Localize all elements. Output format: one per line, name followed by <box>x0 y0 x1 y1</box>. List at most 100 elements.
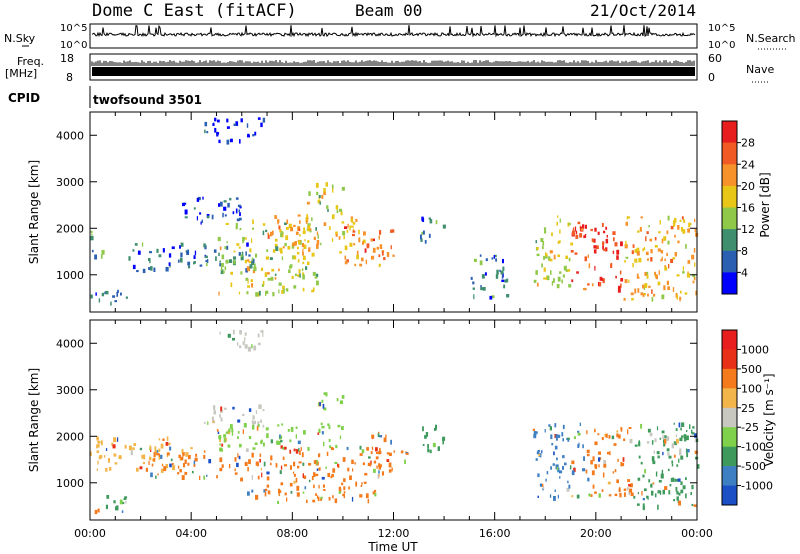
echo-cell <box>296 485 300 491</box>
echo-cell <box>491 257 494 260</box>
echo-cell <box>609 451 611 456</box>
echo-cell <box>287 245 291 250</box>
echo-cell <box>370 460 372 465</box>
echo-cell <box>552 463 555 466</box>
echo-cell <box>195 453 198 457</box>
echo-cell <box>305 220 308 224</box>
echo-cell <box>247 467 249 472</box>
echo-cell <box>262 409 265 412</box>
echo-cell <box>242 341 245 345</box>
echo-cell <box>220 263 224 268</box>
echo-cell <box>228 463 231 469</box>
echo-cell <box>110 301 112 306</box>
cpid-label: CPID <box>8 91 40 105</box>
echo-cell <box>640 461 643 465</box>
echo-cell <box>352 221 356 225</box>
echo-cell <box>302 255 306 260</box>
echo-cell <box>332 447 335 451</box>
velocity-echo-layer <box>90 329 700 515</box>
echo-cell <box>603 230 606 234</box>
echo-cell <box>315 273 319 278</box>
echo-cell <box>624 260 626 263</box>
echo-cell <box>105 448 108 451</box>
echo-cell <box>594 491 597 494</box>
echo-cell <box>338 236 341 240</box>
echo-cell <box>156 248 159 253</box>
echo-cell <box>281 256 284 261</box>
echo-cell <box>283 464 288 467</box>
echo-cell <box>298 447 300 452</box>
echo-cell <box>442 224 446 229</box>
echo-cell <box>502 258 504 264</box>
echo-cell <box>295 426 298 429</box>
echo-cell <box>646 274 649 279</box>
echo-cell <box>494 254 497 258</box>
echo-cell <box>284 492 287 496</box>
echo-cell <box>274 277 277 280</box>
echo-cell <box>668 455 672 459</box>
echo-cell <box>614 469 617 473</box>
y-tick-label: 4000 <box>56 337 84 350</box>
echo-cell <box>676 294 679 300</box>
echo-cell <box>346 259 349 263</box>
echo-cell <box>390 245 392 250</box>
echo-cell <box>100 254 103 259</box>
echo-cell <box>590 494 593 497</box>
echo-cell <box>150 266 153 271</box>
echo-cell <box>537 495 539 498</box>
echo-cell <box>284 446 287 450</box>
echo-cell <box>158 448 161 452</box>
echo-cell <box>629 488 633 493</box>
y-tick-label: 1000 <box>56 269 84 282</box>
echo-cell <box>481 274 485 279</box>
echo-cell <box>584 256 588 262</box>
echo-cell <box>259 458 261 463</box>
echo-cell <box>576 494 580 499</box>
echo-cell <box>305 266 308 270</box>
echo-cell <box>637 288 640 293</box>
echo-cell <box>244 337 246 342</box>
echo-cell <box>316 495 319 499</box>
echo-cell <box>554 423 557 428</box>
echo-cell <box>132 264 136 270</box>
echo-cell <box>654 271 657 276</box>
echo-cell <box>571 470 575 476</box>
echo-cell <box>693 248 696 253</box>
echo-cell <box>325 466 327 469</box>
echo-cell <box>303 227 305 231</box>
echo-cell <box>245 251 247 256</box>
echo-cell <box>584 287 587 291</box>
echo-cell <box>219 467 223 472</box>
colorbar-frame <box>721 329 738 506</box>
echo-cell <box>650 249 653 254</box>
echo-cell <box>648 225 650 228</box>
echo-cell <box>237 419 241 423</box>
echo-cell <box>193 463 196 467</box>
echo-cell <box>588 493 591 497</box>
echo-cell <box>566 437 569 440</box>
echo-cell <box>692 426 695 429</box>
echo-cell <box>202 196 204 200</box>
echo-cell <box>359 445 362 450</box>
echo-cell <box>239 228 242 231</box>
echo-cell <box>658 270 660 276</box>
echo-cell <box>680 481 683 486</box>
echo-cell <box>258 404 261 409</box>
freq-band <box>92 67 695 76</box>
echo-cell <box>196 216 198 221</box>
echo-cell <box>501 275 504 279</box>
echo-cell <box>265 488 268 492</box>
echo-cell <box>298 269 301 274</box>
echo-cell <box>308 225 311 228</box>
echo-cell <box>290 426 294 432</box>
echo-cell <box>253 266 255 272</box>
echo-cell <box>327 472 331 478</box>
echo-cell <box>543 277 547 280</box>
echo-cell <box>638 455 641 459</box>
echo-cell <box>601 489 604 492</box>
echo-cell <box>626 487 629 491</box>
echo-cell <box>421 216 424 221</box>
echo-cell <box>206 474 208 477</box>
echo-cell <box>284 222 287 225</box>
echo-cell <box>156 453 160 456</box>
